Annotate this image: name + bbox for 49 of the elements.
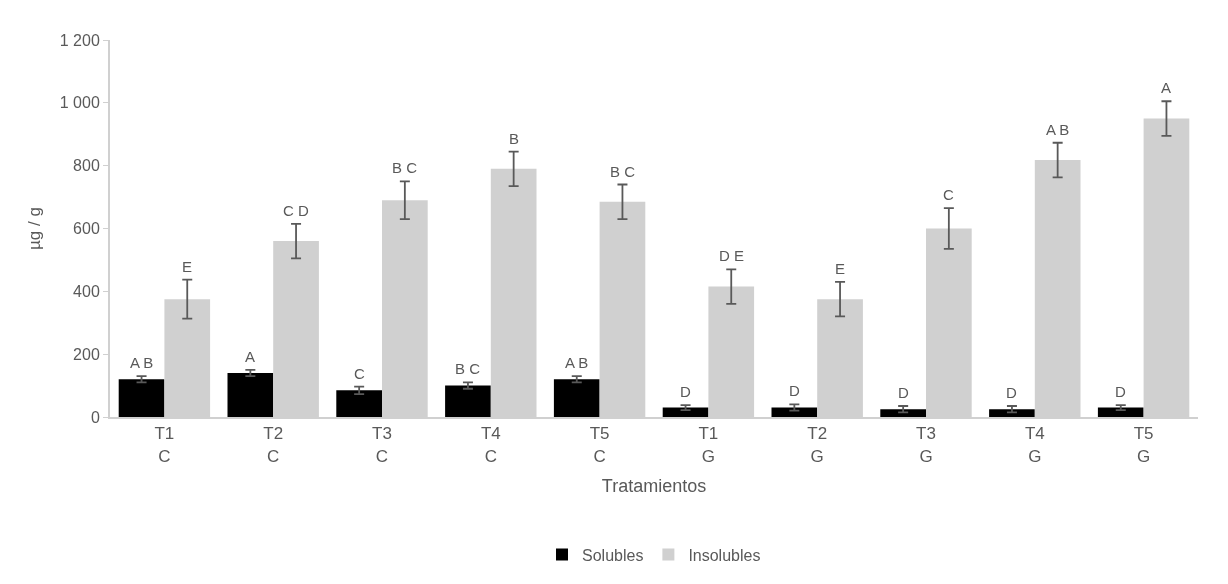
x-axis-title: Tratamientos	[601, 476, 707, 497]
bar	[336, 390, 382, 417]
bar	[989, 409, 1035, 417]
bar	[118, 379, 165, 417]
data-label: D E	[719, 247, 745, 264]
data-label: D	[898, 384, 909, 401]
data-label: B	[509, 130, 520, 147]
x-tick-label: T2 G	[807, 424, 828, 466]
x-tick-label: T3 C	[372, 424, 392, 466]
data-label: D	[1115, 383, 1126, 400]
x-tick-label: T4 G	[1024, 424, 1045, 466]
y-tick-label: 600	[73, 220, 100, 238]
y-tick-label: 800	[73, 157, 100, 175]
x-tick-label: T1 C	[154, 424, 175, 466]
data-label: B C	[455, 360, 481, 377]
x-tick-label: T3 G	[916, 424, 936, 466]
legend-label: Solubles	[582, 546, 644, 564]
x-tick-label: T2 C	[263, 424, 284, 466]
x-tick-label: T1 G	[698, 424, 719, 466]
data-label: A	[245, 348, 256, 365]
x-tick-label: T5 C	[589, 424, 610, 466]
y-tick-label: 400	[73, 282, 100, 300]
bar	[880, 409, 926, 417]
bar	[553, 379, 600, 417]
data-label: D	[1006, 384, 1017, 401]
data-label: B C	[392, 159, 418, 176]
data-label: E	[182, 258, 193, 275]
data-label: C	[943, 186, 954, 203]
data-label: E	[835, 260, 846, 277]
bar	[1097, 407, 1144, 417]
bar	[445, 385, 491, 417]
x-tick-label: T4 C	[480, 424, 501, 466]
data-label: D	[680, 383, 691, 400]
y-tick-label: 0	[90, 408, 100, 426]
y-tick-label: 200	[73, 345, 100, 363]
y-tick-label: 1 000	[59, 94, 100, 112]
data-label: C D	[283, 202, 309, 219]
x-tick-label: T5 G	[1133, 424, 1154, 466]
bar	[227, 373, 274, 417]
legend-label: Insolubles	[688, 546, 761, 564]
data-label: A B	[130, 354, 154, 371]
data-label: A B	[1046, 121, 1070, 138]
data-label: C	[354, 365, 365, 382]
data-label: B C	[610, 163, 636, 180]
y-tick-label: 1 200	[59, 31, 100, 49]
y-axis-title: µg / g	[24, 207, 44, 250]
data-label: A	[1161, 79, 1172, 96]
data-label: A B	[565, 354, 589, 371]
data-label: D	[789, 382, 800, 399]
